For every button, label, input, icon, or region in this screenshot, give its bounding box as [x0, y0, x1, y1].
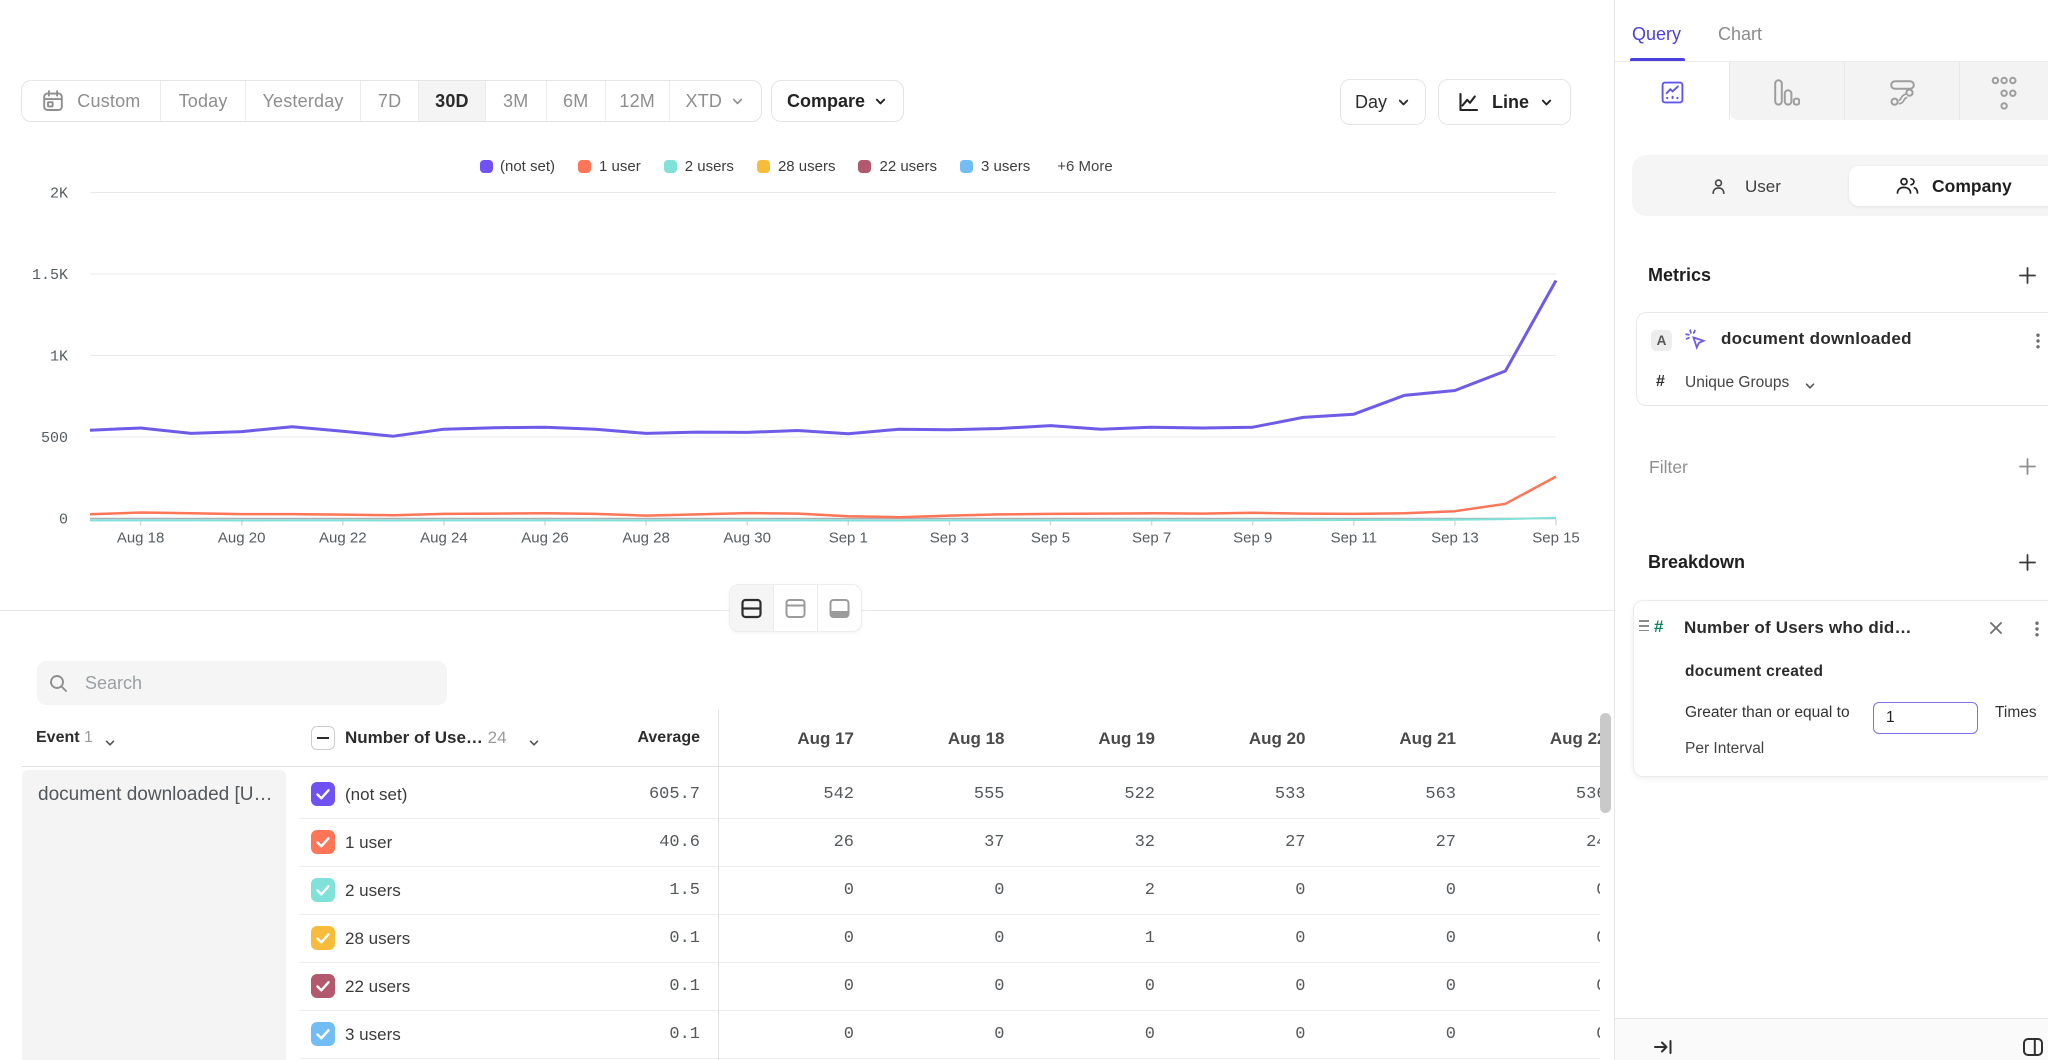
svg-text:Sep 11: Sep 11 [1331, 530, 1377, 547]
svg-text:1.5K: 1.5K [32, 267, 68, 284]
svg-text:Aug 26: Aug 26 [521, 530, 569, 547]
svg-text:Aug 22: Aug 22 [319, 530, 367, 547]
svg-text:Sep 9: Sep 9 [1233, 530, 1272, 547]
svg-text:1K: 1K [50, 349, 68, 366]
svg-text:Sep 15: Sep 15 [1532, 530, 1580, 547]
svg-text:Sep 13: Sep 13 [1431, 530, 1479, 547]
svg-text:Aug 30: Aug 30 [723, 530, 771, 547]
svg-text:Sep 3: Sep 3 [930, 530, 969, 547]
svg-text:500: 500 [41, 430, 68, 447]
svg-text:Aug 20: Aug 20 [218, 530, 266, 547]
svg-text:0: 0 [59, 512, 68, 529]
svg-text:Aug 28: Aug 28 [622, 530, 670, 547]
svg-text:2K: 2K [50, 186, 68, 203]
svg-text:Sep 1: Sep 1 [829, 530, 868, 547]
svg-text:Aug 18: Aug 18 [117, 530, 165, 547]
svg-text:Sep 5: Sep 5 [1031, 530, 1070, 547]
svg-text:Sep 7: Sep 7 [1132, 530, 1171, 547]
svg-text:Aug 24: Aug 24 [420, 530, 468, 547]
